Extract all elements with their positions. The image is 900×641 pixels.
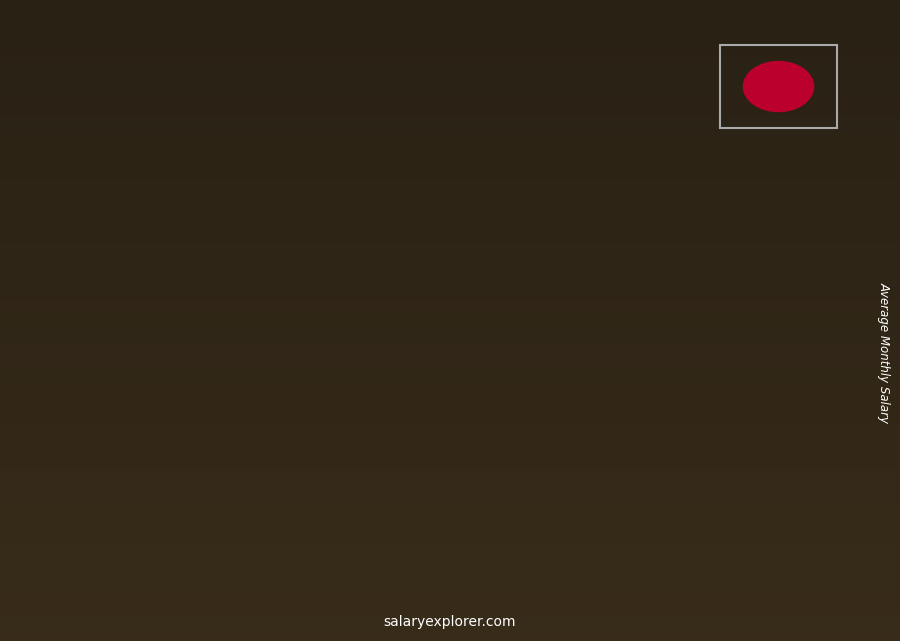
Text: +30%: +30% bbox=[274, 233, 333, 251]
Polygon shape bbox=[581, 202, 668, 214]
Polygon shape bbox=[784, 183, 794, 558]
Text: Shipping and Receiving Clerk: Shipping and Receiving Clerk bbox=[14, 52, 299, 71]
Polygon shape bbox=[152, 397, 162, 558]
Text: 339,000 JPY: 339,000 JPY bbox=[580, 229, 659, 242]
Polygon shape bbox=[531, 231, 541, 558]
Text: Average Monthly Salary: Average Monthly Salary bbox=[878, 282, 890, 423]
Polygon shape bbox=[455, 231, 541, 244]
Polygon shape bbox=[279, 345, 289, 558]
Bar bbox=[76, 409, 152, 558]
Circle shape bbox=[743, 62, 814, 112]
Text: 197,000 JPY: 197,000 JPY bbox=[202, 373, 280, 386]
Polygon shape bbox=[708, 183, 794, 196]
Bar bbox=[329, 298, 405, 558]
Text: Salary Comparison By Experience: Salary Comparison By Experience bbox=[14, 0, 513, 17]
Polygon shape bbox=[202, 345, 289, 358]
Text: 357,000 JPY: 357,000 JPY bbox=[706, 211, 786, 224]
Bar bbox=[708, 196, 784, 558]
Polygon shape bbox=[329, 286, 415, 298]
Polygon shape bbox=[658, 202, 668, 558]
Text: +9%: +9% bbox=[534, 144, 580, 162]
Text: +5%: +5% bbox=[660, 124, 706, 142]
Text: Tokyo: Tokyo bbox=[14, 100, 72, 118]
Bar bbox=[581, 214, 658, 558]
Text: salaryexplorer.com: salaryexplorer.com bbox=[383, 615, 517, 629]
Polygon shape bbox=[405, 286, 415, 558]
Bar bbox=[202, 358, 279, 558]
Text: 256,000 JPY: 256,000 JPY bbox=[328, 313, 407, 326]
Polygon shape bbox=[76, 397, 162, 409]
Text: +21%: +21% bbox=[401, 176, 459, 194]
Text: 310,000 JPY: 310,000 JPY bbox=[454, 258, 533, 272]
Text: +34%: +34% bbox=[148, 294, 207, 312]
Bar bbox=[455, 244, 531, 558]
Text: 147,000 JPY: 147,000 JPY bbox=[75, 424, 154, 437]
